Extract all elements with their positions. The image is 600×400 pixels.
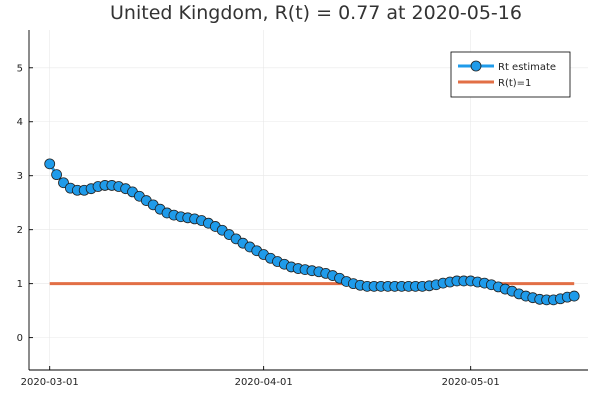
legend-label-rt-estimate: Rt estimate xyxy=(498,62,556,73)
y-tick-label: 3 xyxy=(17,171,23,182)
y-tick-label: 1 xyxy=(17,279,23,290)
y-tick-label: 4 xyxy=(17,117,23,128)
y-tick-label: 0 xyxy=(17,333,23,344)
rt-estimate-point xyxy=(44,158,56,170)
x-tick-label: 2020-04-01 xyxy=(235,377,293,388)
y-tick-label: 5 xyxy=(17,63,23,74)
legend-box xyxy=(450,51,571,98)
legend-marker-rt-estimate xyxy=(470,60,482,72)
axes-layer: 0 1 2 3 4 5 2020-03-01 2020-04-01 2020-05-01 xyxy=(17,30,588,388)
series-layer xyxy=(44,158,580,306)
x-tick-label: 2020-03-01 xyxy=(21,377,79,388)
y-tick-label: 2 xyxy=(17,225,23,236)
legend-label-reference: R(t)=1 xyxy=(498,78,531,89)
rt-estimate-point xyxy=(568,290,580,302)
rt-estimate-point xyxy=(51,169,63,181)
legend: Rt estimate R(t)=1 xyxy=(450,51,571,98)
x-tick-label: 2020-05-01 xyxy=(442,377,500,388)
chart-title: United Kingdom, R(t) = 0.77 at 2020-05-1… xyxy=(110,2,522,24)
